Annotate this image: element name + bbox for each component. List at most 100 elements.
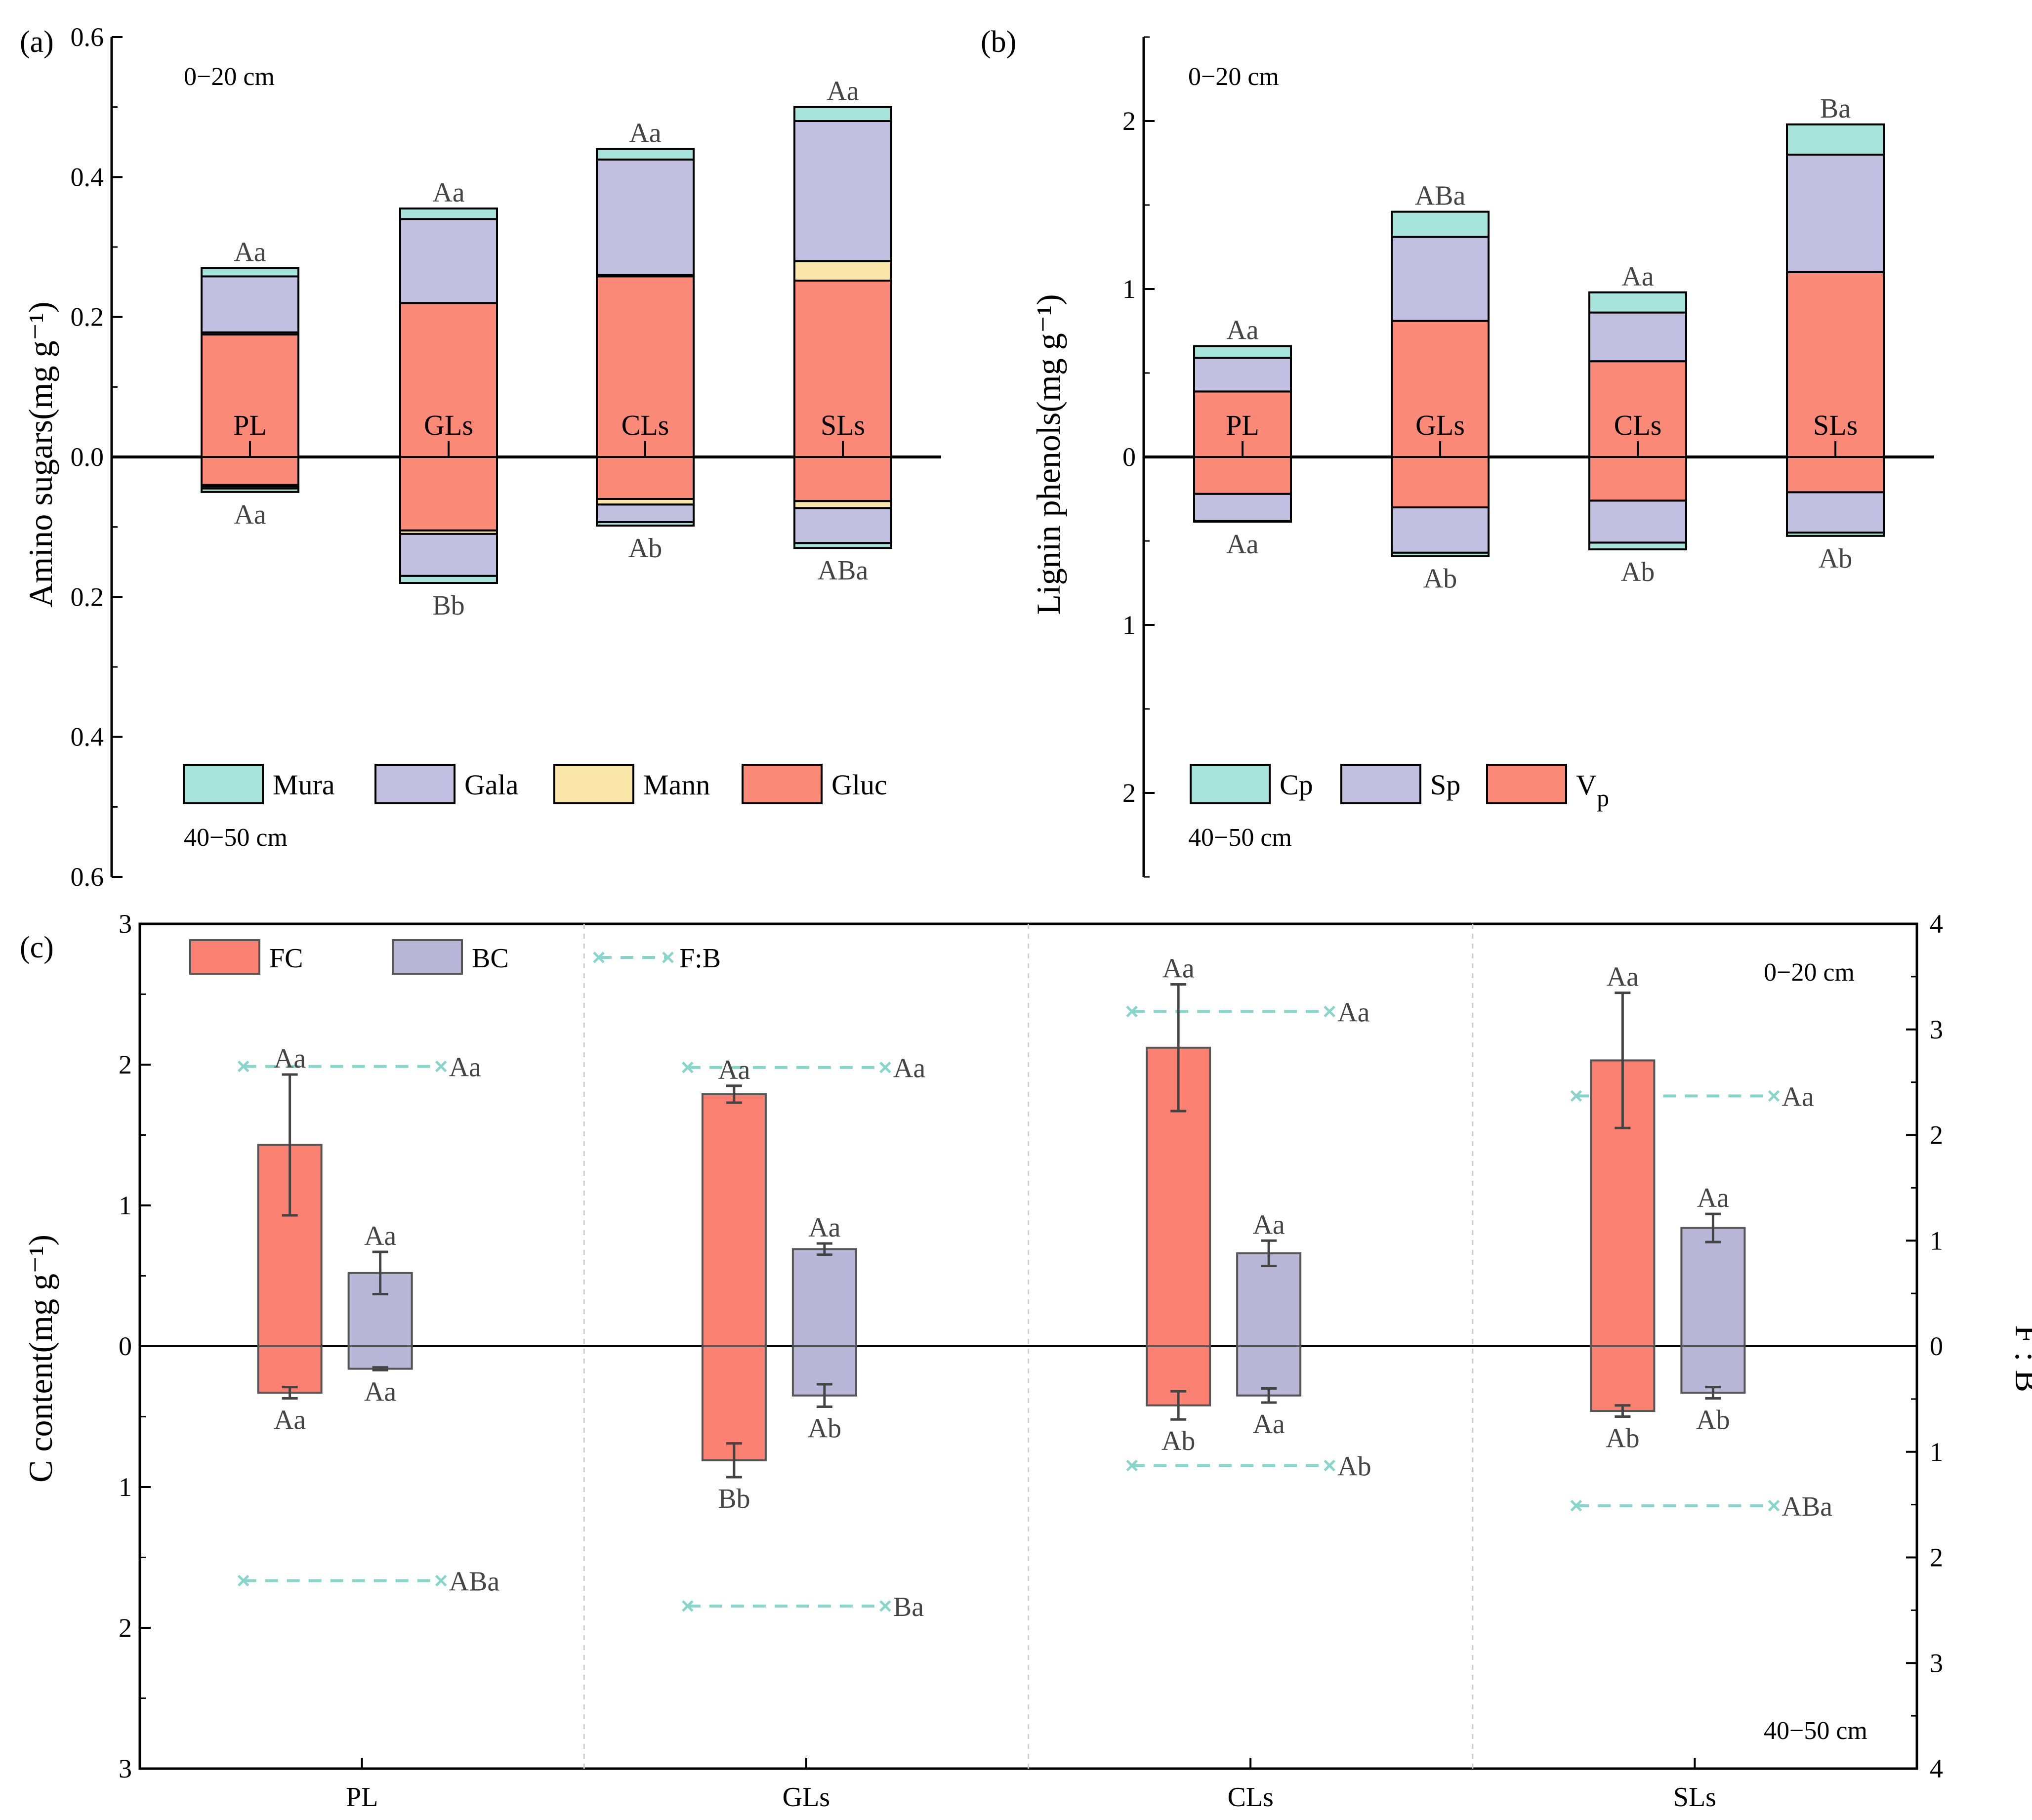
b-bar-cp-bottom — [1588, 541, 1687, 551]
panel-a: (a) 0.6 0.4 0.2 0.0 0.2 0.4 0.6 PL GLs CLs SLs Aa… — [20, 22, 941, 892]
b-bar-cp-top — [1391, 210, 1490, 238]
a-y-tick-label: 0.6 — [71, 22, 104, 52]
a-bar-gala-top — [793, 120, 892, 262]
panel-c-fb-letter-bottom: Ab — [1337, 1451, 1371, 1482]
b-y-tick-label: 0 — [1122, 442, 1136, 472]
panel-c-y-tick-label: 3 — [119, 1754, 132, 1783]
panel-c-letter-bc-top: Aa — [364, 1221, 396, 1251]
a-y-tick-label: 0.2 — [71, 582, 104, 612]
a-y-tick-label: 0.6 — [71, 862, 104, 892]
panel-c-fb-letter-bottom: ABa — [1782, 1491, 1832, 1522]
panel-c-fb-marker — [879, 1061, 891, 1074]
panel-c-letter-bc-top: Aa — [1252, 1209, 1285, 1240]
legend-swatch-gala — [374, 764, 456, 804]
a-top-letter: Aa — [629, 118, 661, 149]
panel-c-fb-marker — [682, 1061, 694, 1074]
panel-c-x-tick-label: SLs — [1673, 1782, 1716, 1813]
legend-label-fb: F:B — [679, 943, 721, 974]
legend-label-fc: FC — [269, 943, 303, 974]
panel-c-fb-marker — [435, 1574, 447, 1587]
panel-c-letters: Aa Aa Aa Bb Aa Ab Aa Ab Aa Aa Aa Ab Aa Aa Aa Ab Aa ABa Aa B… — [274, 953, 1832, 1622]
panel-c-bar-bc-top — [1680, 1227, 1746, 1348]
panel-c-fb-letter-top: Aa — [449, 1052, 481, 1083]
panel-c-letter-bc-top: Aa — [1697, 1183, 1729, 1213]
legend-swatch-bc — [392, 939, 463, 975]
a-bar-gluc-bottom — [201, 456, 299, 486]
panel-c-letter-fc-top: Aa — [274, 1043, 306, 1074]
a-bar-mura-top — [596, 148, 695, 161]
panel-c-letter-fc-bottom: Ab — [1161, 1426, 1195, 1456]
legend-label-gala: Gala — [464, 769, 519, 801]
a-category-label: GLs — [424, 409, 473, 441]
panel-a-letters: Aa Aa Aa Bb Aa Ab Aa ABa — [234, 76, 868, 621]
panel-c-fb-marker — [1768, 1090, 1780, 1102]
a-bar-gala-bottom — [793, 507, 892, 544]
b-bar-sp-top — [1391, 236, 1490, 322]
panel-c-y2-tick-label: 2 — [1930, 1543, 1943, 1572]
panel-c-y2-tick-label: 3 — [1930, 1015, 1943, 1044]
panel-a-y-axis-label: Amino sugars(mg g⁻¹) — [22, 301, 59, 607]
b-bar-cp-bottom — [1193, 520, 1292, 523]
panel-c-bar-fc-top — [701, 1093, 767, 1348]
panel-c-fb-marker — [1570, 1499, 1582, 1512]
a-bar-gluc-bottom — [596, 456, 695, 500]
panel-c-y2-tick-label: 3 — [1930, 1648, 1943, 1678]
a-bar-mura-bottom — [793, 542, 892, 549]
b-bar-sp-bottom — [1193, 493, 1292, 522]
panel-c-fb-letter-top: Aa — [1337, 997, 1369, 1028]
panel-c-letter-bc-bottom: Ab — [808, 1413, 841, 1444]
panel-c-x-tick-label: PL — [346, 1782, 378, 1813]
panel-c-y2-tick-label: 2 — [1930, 1120, 1943, 1150]
b-bottom-letter: Ab — [1621, 557, 1655, 587]
a-category-label: CLs — [622, 409, 669, 441]
panel-c-fb-letter-bottom: ABa — [449, 1567, 500, 1597]
b-y-tick-label: 1 — [1122, 274, 1136, 304]
panel-c-y-tick-label: 3 — [119, 909, 132, 939]
legend-label-sp: Sp — [1430, 769, 1460, 801]
panel-c-y-tick-label: 2 — [119, 1613, 132, 1643]
legend-swatch-vp — [1486, 764, 1567, 804]
legend-swatch-fc — [189, 939, 260, 975]
b-top-letter: Ba — [1820, 93, 1851, 124]
panel-c-y-tick-label: 1 — [119, 1191, 132, 1220]
panel-b-axes: 2 1 0 1 2 — [1122, 36, 1934, 878]
a-top-letter: Aa — [432, 177, 464, 208]
b-bar-cp-bottom — [1391, 551, 1490, 557]
panel-c: (c) 3 2 1 0 1 2 3 4 3 2 1 0 1 2 3 4 PL GLs CLs SLs Aa Aa Aa Bb… — [20, 909, 2032, 1813]
panel-c-bars — [257, 983, 1746, 1479]
a-bar-gala-top — [201, 275, 299, 333]
panel-b-letters: Aa Aa ABa Ab Aa Ab Ba Ab — [1226, 93, 1852, 594]
panel-c-fb-marker — [435, 1060, 447, 1073]
legend-swatch-fb-marker — [593, 951, 605, 963]
legend-swatch-mann — [553, 764, 634, 804]
legend-label-bc: BC — [472, 943, 509, 974]
panel-c-letter-fc-top: Aa — [1607, 962, 1639, 993]
panel-c-fb-marker — [879, 1600, 891, 1612]
panel-c-fb-letter-bottom: Ba — [893, 1592, 924, 1622]
legend-swatch-sp — [1340, 764, 1421, 804]
panel-c-y2-tick-label: 1 — [1930, 1437, 1943, 1467]
a-bar-gluc-top — [201, 333, 299, 458]
b-bottom-letter: Ab — [1819, 543, 1852, 574]
b-bar-vp-bottom — [1391, 456, 1490, 508]
panel-c-y2-tick-label: 4 — [1930, 1754, 1943, 1783]
panel-c-bar-bc-bottom — [1680, 1345, 1746, 1394]
panel-c-x-tick-label: GLs — [783, 1782, 830, 1813]
legend-swatch-gluc — [742, 764, 823, 804]
b-bar-cp-top — [1588, 291, 1687, 314]
a-bar-mann-top — [793, 260, 892, 282]
b-bar-vp-bottom — [1786, 456, 1885, 494]
b-bar-sp-bottom — [1786, 491, 1885, 534]
legend-swatch-fb-marker — [662, 951, 674, 963]
b-bar-cp-top — [1786, 123, 1885, 156]
panel-c-label: (c) — [20, 931, 54, 964]
panel-c-fb-marker — [1768, 1499, 1780, 1512]
b-bar-vp-bottom — [1588, 456, 1687, 502]
legend-swatch-mura — [183, 764, 264, 804]
b-y-tick-label: 2 — [1122, 778, 1136, 808]
panel-c-fb-marker — [1324, 1005, 1335, 1018]
